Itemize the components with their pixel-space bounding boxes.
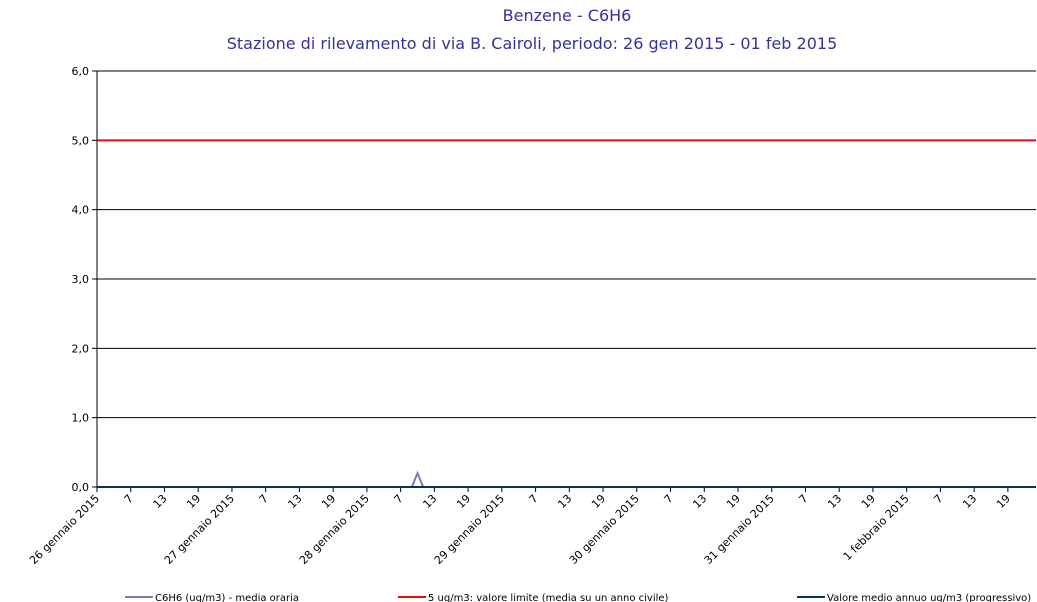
x-tick-label: 13 bbox=[690, 492, 709, 511]
x-tick-label: 13 bbox=[825, 492, 844, 511]
x-tick-label: 19 bbox=[319, 492, 338, 511]
x-tick-label: 7 bbox=[257, 492, 271, 506]
x-tick-label: 13 bbox=[151, 492, 170, 511]
x-tick-label: 7 bbox=[796, 492, 810, 506]
y-tick-label: 4,0 bbox=[72, 204, 90, 217]
y-tick-label: 1,0 bbox=[72, 412, 90, 425]
x-tick-label: 13 bbox=[555, 492, 574, 511]
x-tick-label: 13 bbox=[285, 492, 304, 511]
x-tick-label: 19 bbox=[859, 492, 878, 511]
x-tick-label: 19 bbox=[724, 492, 743, 511]
x-tick-label: 26 gennaio 2015 bbox=[27, 492, 102, 567]
x-tick-label: 19 bbox=[994, 492, 1013, 511]
legend-label: 5 ug/m3: valore limite (media su un anno… bbox=[428, 593, 669, 602]
chart-title: Benzene - C6H6 bbox=[503, 6, 632, 25]
y-tick-label: 0,0 bbox=[72, 481, 90, 494]
x-tick-label: 13 bbox=[420, 492, 439, 511]
x-tick-label: 19 bbox=[454, 492, 473, 511]
y-tick-label: 6,0 bbox=[72, 65, 90, 78]
x-tick-label: 7 bbox=[122, 492, 136, 506]
x-tick-label: 7 bbox=[392, 492, 406, 506]
x-tick-label: 19 bbox=[184, 492, 203, 511]
legend-label: Valore medio annuo ug/m3 (progressivo) bbox=[827, 593, 1031, 602]
y-tick-label: 2,0 bbox=[72, 342, 90, 355]
chart-subtitle: Stazione di rilevamento di via B. Cairol… bbox=[227, 34, 838, 53]
x-tick-label: 7 bbox=[931, 492, 945, 506]
legend-label: C6H6 (ug/m3) - media oraria bbox=[155, 593, 299, 602]
x-tick-label: 19 bbox=[589, 492, 608, 511]
x-tick-label: 7 bbox=[662, 492, 676, 506]
y-tick-label: 3,0 bbox=[72, 273, 90, 286]
y-tick-label: 5,0 bbox=[72, 134, 90, 147]
x-tick-label: 7 bbox=[527, 492, 541, 506]
series-line bbox=[97, 470, 1036, 488]
x-tick-label: 13 bbox=[960, 492, 979, 511]
